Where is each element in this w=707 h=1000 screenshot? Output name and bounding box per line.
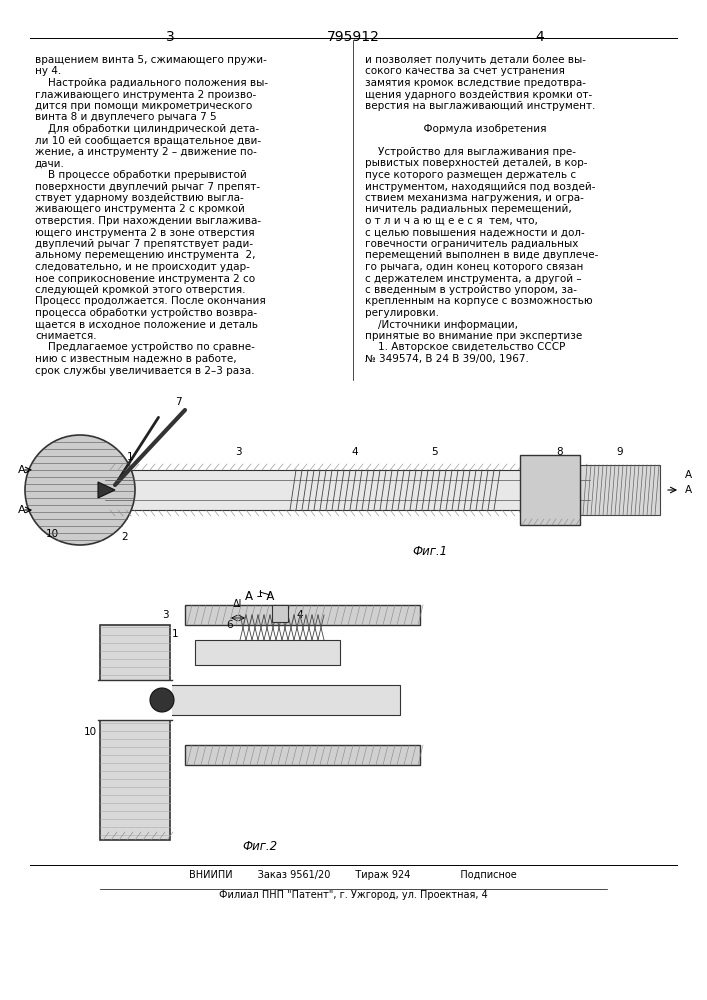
Text: ли 10 ей сообщается вращательное дви-: ли 10 ей сообщается вращательное дви- [35, 135, 261, 145]
Text: винта 8 и двуплечего рычага 7 5: винта 8 и двуплечего рычага 7 5 [35, 112, 216, 122]
Text: 2: 2 [197, 648, 204, 658]
Text: Δl: Δl [233, 599, 243, 609]
Text: верстия на выглаживающий инструмент.: верстия на выглаживающий инструмент. [365, 101, 595, 111]
Text: Филиал ПНП "Патент", г. Ужгород, ул. Проектная, 4: Филиал ПНП "Патент", г. Ужгород, ул. Про… [218, 890, 487, 900]
Text: А – А: А – А [245, 590, 275, 603]
Text: 4: 4 [536, 30, 544, 44]
Text: и позволяет получить детали более вы-: и позволяет получить детали более вы- [365, 55, 586, 65]
Text: /Источники информации,: /Источники информации, [365, 320, 518, 330]
Text: альному перемещению инструмента  2,: альному перемещению инструмента 2, [35, 250, 255, 260]
Text: А: А [684, 485, 691, 495]
Text: 3: 3 [162, 610, 168, 620]
Text: 1. Авторское свидетельство СССР: 1. Авторское свидетельство СССР [365, 342, 566, 353]
Text: вращением винта 5, сжимающего пружи-: вращением винта 5, сжимающего пружи- [35, 55, 267, 65]
Text: Устройство для выглаживания пре-: Устройство для выглаживания пре- [365, 147, 576, 157]
Text: 3: 3 [165, 30, 175, 44]
Text: снимается.: снимается. [35, 331, 97, 341]
Text: 2: 2 [122, 532, 128, 542]
Text: А: А [18, 505, 26, 515]
Text: регулировки.: регулировки. [365, 308, 439, 318]
Text: ну 4.: ну 4. [35, 66, 62, 77]
Text: пусе которого размещен держатель с: пусе которого размещен держатель с [365, 170, 576, 180]
Text: щения ударного воздействия кромки от-: щения ударного воздействия кромки от- [365, 90, 592, 100]
Text: 3: 3 [235, 447, 241, 457]
Circle shape [150, 688, 174, 712]
Text: дачи.: дачи. [35, 158, 65, 168]
Text: 795912: 795912 [327, 30, 380, 44]
Text: говечности ограничитель радиальных: говечности ограничитель радиальных [365, 239, 578, 249]
Polygon shape [98, 482, 115, 498]
Text: Для обработки цилиндрической дета-: Для обработки цилиндрической дета- [35, 124, 259, 134]
Text: Процесс продолжается. После окончания: Процесс продолжается. После окончания [35, 296, 266, 306]
Bar [105, 470, 590, 510]
Bar [170, 685, 400, 715]
Text: 4: 4 [297, 610, 303, 620]
Text: ничитель радиальных перемещений,: ничитель радиальных перемещений, [365, 205, 572, 215]
Text: 10: 10 [83, 727, 97, 737]
Text: ВНИИПИ        Заказ 9561/20        Тираж 924                Подписное: ВНИИПИ Заказ 9561/20 Тираж 924 Подписное [189, 870, 517, 880]
Text: поверхности двуплечий рычаг 7 препят-: поверхности двуплечий рычаг 7 препят- [35, 182, 260, 192]
Text: с введенным в устройство упором, за-: с введенным в устройство упором, за- [365, 285, 577, 295]
Text: нию с известным надежно в работе,: нию с известным надежно в работе, [35, 354, 237, 364]
Text: рывистых поверхностей деталей, в кор-: рывистых поверхностей деталей, в кор- [365, 158, 588, 168]
Bar [98, 680, 172, 720]
Bar [195, 640, 340, 665]
Text: 7: 7 [175, 397, 182, 407]
Text: 9: 9 [617, 447, 624, 457]
Text: дится при помощи микрометрического: дится при помощи микрометрического [35, 101, 252, 111]
Text: Фиг.2: Фиг.2 [243, 840, 278, 853]
Text: крепленным на корпусе с возможностью: крепленным на корпусе с возможностью [365, 296, 592, 306]
Bar [185, 745, 420, 765]
Bar [520, 455, 580, 525]
Text: ствует ударному воздействию выгла-: ствует ударному воздействию выгла- [35, 193, 244, 203]
Text: № 349574, В 24 В 39/00, 1967.: № 349574, В 24 В 39/00, 1967. [365, 354, 529, 364]
Text: щается в исходное положение и деталь: щается в исходное положение и деталь [35, 320, 258, 330]
Text: перемещений выполнен в виде двуплече-: перемещений выполнен в виде двуплече- [365, 250, 598, 260]
Text: 10: 10 [45, 529, 59, 539]
Text: двуплечий рычаг 7 препятствует ради-: двуплечий рычаг 7 препятствует ради- [35, 239, 253, 249]
Text: 1: 1 [127, 452, 134, 462]
Bar [100, 625, 170, 840]
Text: следовательно, и не происходит удар-: следовательно, и не происходит удар- [35, 262, 250, 272]
Text: ное соприкосновение инструмента 2 со: ное соприкосновение инструмента 2 со [35, 273, 255, 284]
Text: сокого качества за счет устранения: сокого качества за счет устранения [365, 66, 565, 77]
Text: процесса обработки устройство возвра-: процесса обработки устройство возвра- [35, 308, 257, 318]
Text: Настройка радиального положения вы-: Настройка радиального положения вы- [35, 78, 268, 88]
Text: жение, а инструменту 2 – движение по-: жение, а инструменту 2 – движение по- [35, 147, 257, 157]
Text: Предлагаемое устройство по сравне-: Предлагаемое устройство по сравне- [35, 342, 255, 353]
Text: Формула изобретения: Формула изобретения [365, 124, 547, 134]
Bar [185, 605, 420, 625]
Bar [580, 465, 660, 515]
Text: ющего инструмента 2 в зоне отверстия: ющего инструмента 2 в зоне отверстия [35, 228, 255, 237]
Text: 1: 1 [172, 629, 178, 639]
Text: Фиг.1: Фиг.1 [412, 545, 448, 558]
Text: 8: 8 [556, 447, 563, 457]
Text: живающего инструмента 2 с кромкой: живающего инструмента 2 с кромкой [35, 205, 245, 215]
Text: отверстия. При нахождении выглажива-: отверстия. При нахождении выглажива- [35, 216, 261, 226]
Text: 4: 4 [351, 447, 358, 457]
Text: срок службы увеличивается в 2–3 раза.: срок службы увеличивается в 2–3 раза. [35, 365, 255, 375]
Text: А: А [18, 465, 26, 475]
Text: 5: 5 [432, 447, 438, 457]
Text: с держателем инструмента, а другой –: с держателем инструмента, а другой – [365, 273, 582, 284]
Text: А: А [684, 470, 691, 480]
Text: принятые во внимание при экспертизе: принятые во внимание при экспертизе [365, 331, 583, 341]
Text: го рычага, один конец которого связан: го рычага, один конец которого связан [365, 262, 583, 272]
Text: о т л и ч а ю щ е е с я  тем, что,: о т л и ч а ю щ е е с я тем, что, [365, 216, 538, 226]
Text: замятия кромок вследствие предотвра-: замятия кромок вследствие предотвра- [365, 78, 586, 88]
Text: В процессе обработки прерывистой: В процессе обработки прерывистой [35, 170, 247, 180]
Bar [272, 605, 288, 622]
Text: глаживающего инструмента 2 произво-: глаживающего инструмента 2 произво- [35, 90, 256, 100]
Text: ствием механизма нагружения, и огра-: ствием механизма нагружения, и огра- [365, 193, 584, 203]
Circle shape [25, 435, 135, 545]
Text: 6: 6 [227, 620, 233, 630]
Text: инструментом, находящийся под воздей-: инструментом, находящийся под воздей- [365, 182, 595, 192]
Text: следующей кромкой этого отверстия.: следующей кромкой этого отверстия. [35, 285, 245, 295]
Text: с целью повышения надежности и дол-: с целью повышения надежности и дол- [365, 228, 585, 237]
